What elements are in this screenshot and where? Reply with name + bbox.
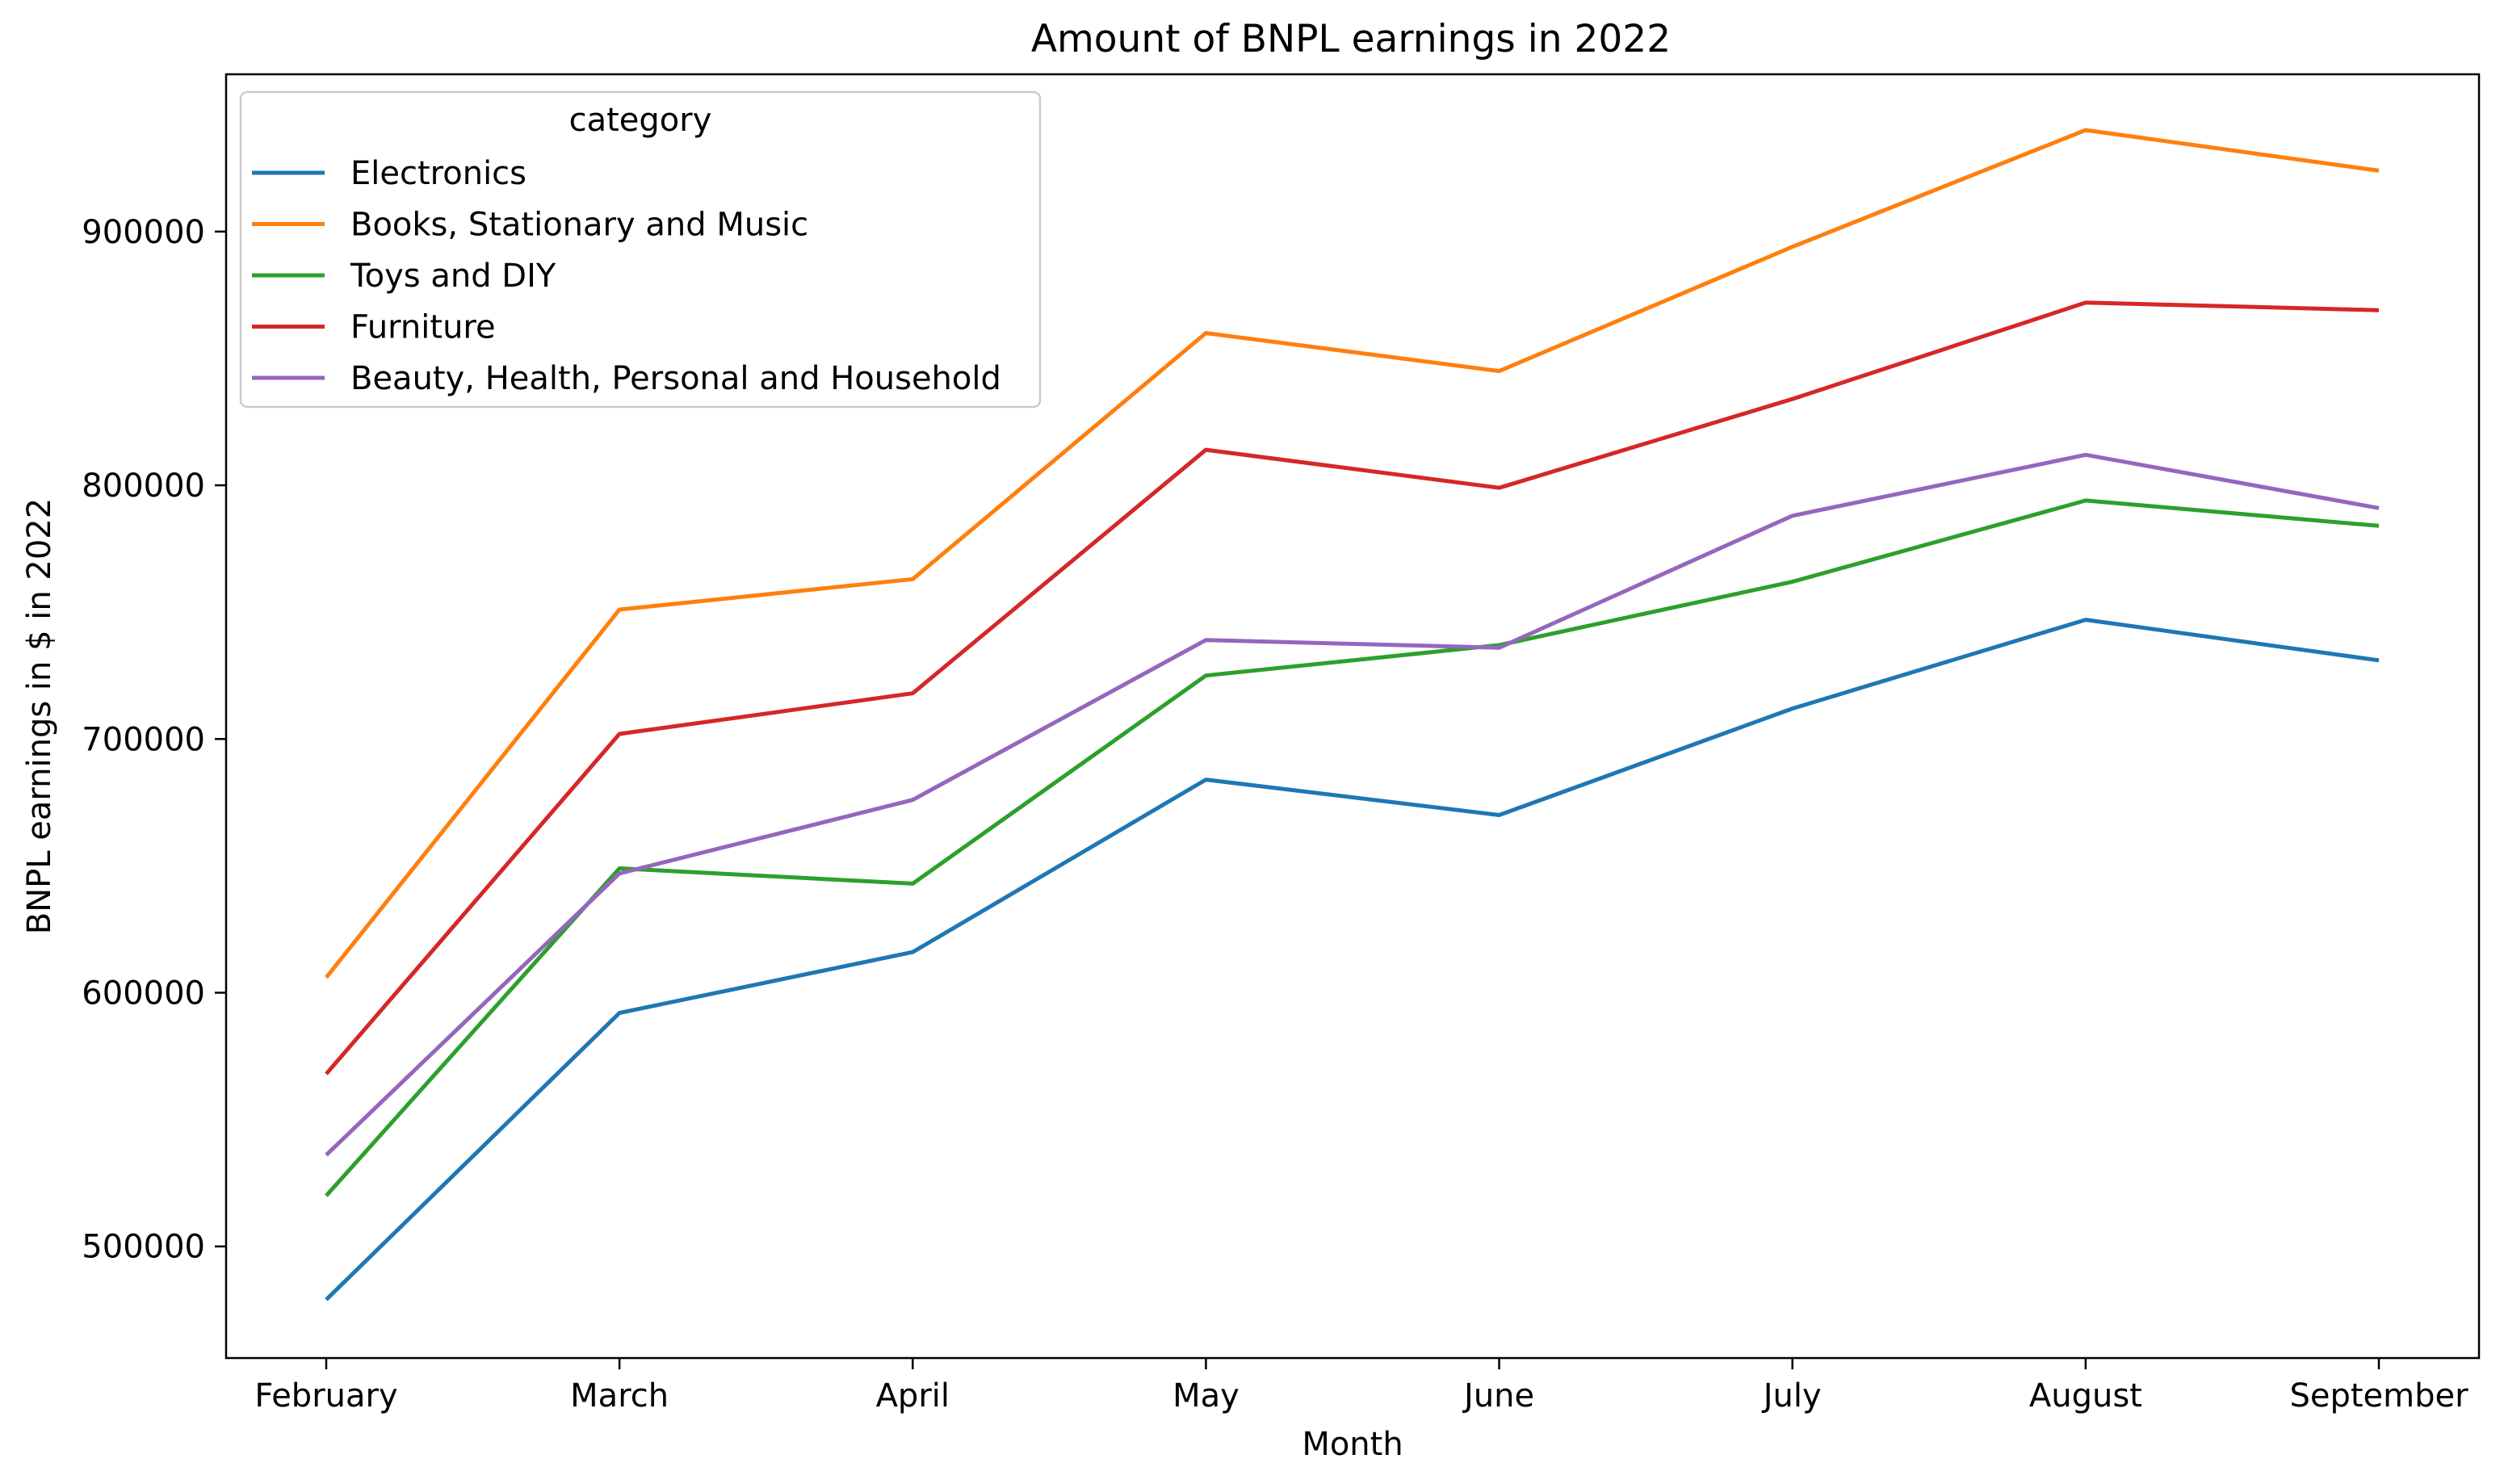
x-tick-label: April [876,1377,950,1415]
x-tick-label: February [254,1377,397,1415]
y-tick-label: 900000 [82,214,205,251]
x-tick-label: August [2029,1377,2142,1415]
plot-frame [224,73,2481,1360]
x-tick-label: May [1172,1377,1240,1415]
x-axis-label: Month [1302,1426,1403,1463]
legend-entries: Electronics Books, Stationary and Music To… [252,155,1001,397]
series-line-1 [325,128,2380,979]
legend-label: Beauty, Health, Personal and Household [350,360,1001,397]
legend-title: category [569,102,712,139]
y-tick-label: 500000 [82,1229,205,1266]
y-tick-label: 800000 [82,467,205,505]
x-tick-label: March [570,1377,669,1415]
x-axis: February March April May June July August Septe… [254,1358,2469,1415]
legend-box [239,90,1042,409]
legend-label: Furniture [350,309,496,346]
y-axis-label: BNPL earnings in $ in 2022 [21,498,58,934]
series-line-0 [325,618,2380,1302]
series-line-2 [325,498,2380,1197]
x-tick-label: July [1761,1377,1822,1415]
series-layer [325,128,2380,1302]
legend-label: Books, Stationary and Music [350,207,808,244]
y-tick-label: 600000 [82,975,205,1012]
series-line-3 [325,300,2380,1075]
y-tick-label: 700000 [82,721,205,758]
x-tick-label: June [1462,1377,1534,1415]
legend-label: Toys and DIY [350,258,556,295]
legend-label: Electronics [350,155,526,192]
chart-title: Amount of BNPL earnings in 2022 [1031,17,1671,61]
y-axis: 500000 600000 700000 800000 900000 [82,214,226,1266]
x-tick-label: September [2289,1377,2469,1415]
series-line-4 [325,452,2380,1157]
legend: category Electronics Books, Stationary an… [239,90,1042,409]
